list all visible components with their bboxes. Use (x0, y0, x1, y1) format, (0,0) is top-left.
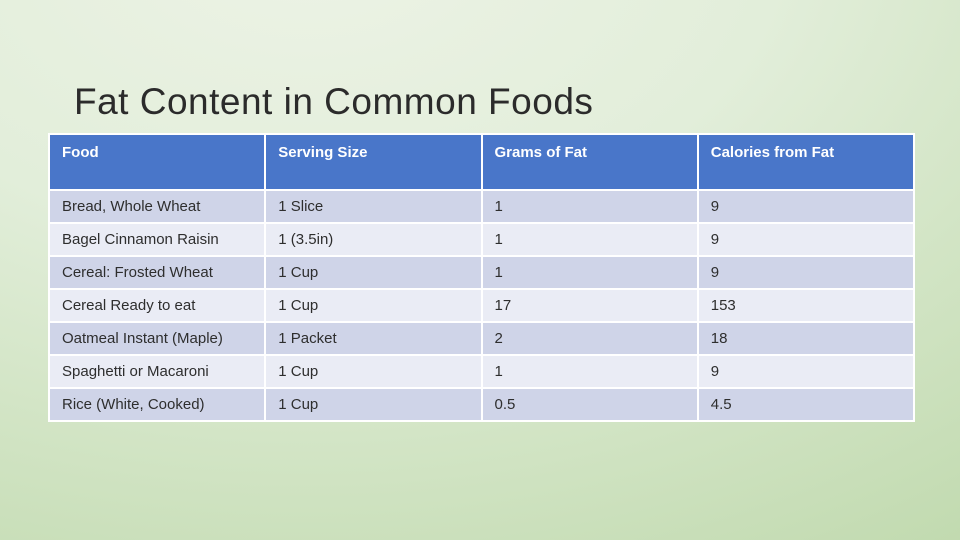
cell-serving-size: 1 Cup (264, 387, 483, 422)
cell-grams-of-fat: 1 (480, 189, 699, 224)
table-row: Cereal Ready to eat 1 Cup 17 153 (47, 288, 916, 323)
cell-food: Bread, Whole Wheat (47, 189, 267, 224)
cell-grams-of-fat: 1 (480, 354, 699, 389)
cell-grams-of-fat: 1 (480, 255, 699, 290)
cell-serving-size: 1 Cup (264, 255, 483, 290)
column-header-food: Food (47, 133, 267, 191)
cell-food: Bagel Cinnamon Raisin (47, 222, 267, 257)
table-row: Rice (White, Cooked) 1 Cup 0.5 4.5 (47, 387, 916, 422)
fat-content-table: Food Serving Size Grams of Fat Calories … (47, 133, 916, 422)
cell-calories-from-fat: 9 (696, 222, 916, 257)
cell-grams-of-fat: 0.5 (480, 387, 699, 422)
cell-calories-from-fat: 9 (696, 189, 916, 224)
cell-grams-of-fat: 1 (480, 222, 699, 257)
cell-food: Oatmeal Instant (Maple) (47, 321, 267, 356)
cell-serving-size: 1 Packet (264, 321, 483, 356)
table-row: Oatmeal Instant (Maple) 1 Packet 2 18 (47, 321, 916, 356)
table-header-row: Food Serving Size Grams of Fat Calories … (47, 133, 916, 191)
table-row: Cereal: Frosted Wheat 1 Cup 1 9 (47, 255, 916, 290)
cell-food: Cereal Ready to eat (47, 288, 267, 323)
table-row: Bagel Cinnamon Raisin 1 (3.5in) 1 9 (47, 222, 916, 257)
column-header-serving-size: Serving Size (264, 133, 483, 191)
cell-calories-from-fat: 4.5 (696, 387, 916, 422)
cell-serving-size: 1 (3.5in) (264, 222, 483, 257)
table-row: Spaghetti or Macaroni 1 Cup 1 9 (47, 354, 916, 389)
cell-calories-from-fat: 9 (696, 354, 916, 389)
column-header-grams-of-fat: Grams of Fat (480, 133, 699, 191)
cell-serving-size: 1 Cup (264, 354, 483, 389)
cell-calories-from-fat: 18 (696, 321, 916, 356)
cell-food: Cereal: Frosted Wheat (47, 255, 267, 290)
cell-serving-size: 1 Slice (264, 189, 483, 224)
cell-food: Rice (White, Cooked) (47, 387, 267, 422)
cell-grams-of-fat: 17 (480, 288, 699, 323)
column-header-calories-from-fat: Calories from Fat (696, 133, 916, 191)
table-row: Bread, Whole Wheat 1 Slice 1 9 (47, 189, 916, 224)
cell-food: Spaghetti or Macaroni (47, 354, 267, 389)
page-title: Fat Content in Common Foods (74, 80, 594, 122)
cell-grams-of-fat: 2 (480, 321, 699, 356)
cell-calories-from-fat: 9 (696, 255, 916, 290)
cell-serving-size: 1 Cup (264, 288, 483, 323)
cell-calories-from-fat: 153 (696, 288, 916, 323)
